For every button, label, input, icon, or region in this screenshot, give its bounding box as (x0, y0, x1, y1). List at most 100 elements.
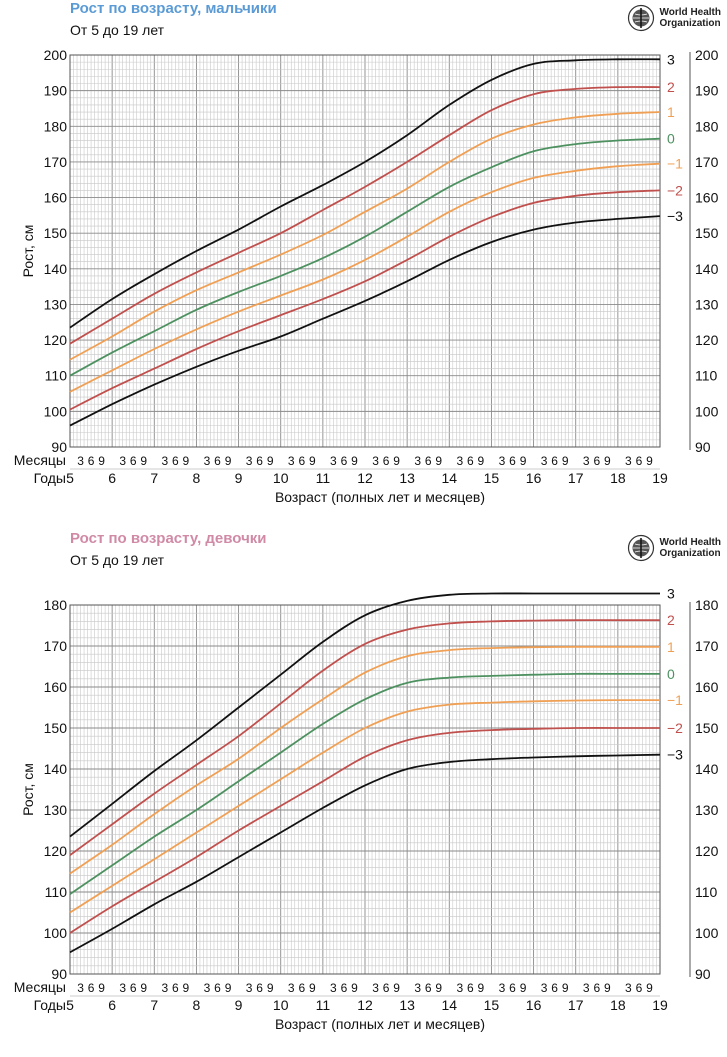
y-tick-label-right: 160 (695, 679, 719, 695)
year-tick-label: 19 (652, 470, 668, 486)
y-tick-label-right: 120 (695, 843, 719, 859)
series-line--3 (69, 215, 661, 427)
month-tick-label: 9 (562, 454, 569, 468)
y-tick-label-right: 120 (695, 332, 719, 348)
month-tick-label: 3 (77, 454, 84, 468)
month-tick-label: 9 (98, 981, 105, 995)
year-tick-label: 18 (610, 997, 626, 1013)
plot-frame (69, 54, 661, 448)
series-label-1: 1 (667, 104, 675, 120)
series-line--1 (69, 162, 661, 393)
month-tick-label: 3 (499, 454, 506, 468)
month-tick-label: 6 (256, 981, 263, 995)
series-label-2: 2 (667, 612, 675, 628)
month-tick-label: 6 (130, 981, 137, 995)
month-tick-label: 6 (130, 454, 137, 468)
year-tick-label: 17 (568, 470, 584, 486)
y-tick-label-right: 110 (695, 368, 718, 384)
year-tick-label: 6 (108, 470, 116, 486)
month-tick-label: 9 (604, 981, 611, 995)
month-tick-label: 3 (204, 981, 211, 995)
month-tick-label: 6 (298, 981, 305, 995)
month-tick-label: 3 (330, 454, 337, 468)
month-tick-label: 6 (636, 981, 643, 995)
y-tick-label-left: 160 (44, 679, 68, 695)
y-tick-label-right: 150 (695, 720, 719, 736)
month-tick-label: 6 (256, 454, 263, 468)
month-tick-label: 6 (172, 981, 179, 995)
month-tick-label: 3 (119, 981, 126, 995)
y-tick-label-left: 140 (44, 261, 68, 277)
month-tick-label: 6 (509, 454, 516, 468)
month-tick-label: 3 (204, 454, 211, 468)
y-tick-label-right: 170 (695, 154, 719, 170)
y-tick-label-right: 100 (695, 925, 719, 941)
month-tick-label: 3 (288, 981, 295, 995)
month-tick-label: 3 (372, 981, 379, 995)
month-tick-label: 3 (583, 981, 590, 995)
x-axis-label: Возраст (полных лет и месяцев) (275, 1016, 485, 1032)
month-tick-label: 9 (140, 454, 147, 468)
month-tick-label: 3 (372, 454, 379, 468)
year-tick-label: 18 (610, 470, 626, 486)
chart-title: Рост по возрасту, девочки (70, 530, 267, 547)
series-label--1: −1 (667, 692, 683, 708)
series-line-3 (69, 58, 661, 329)
series-line--2 (69, 727, 660, 934)
year-tick-label: 14 (441, 997, 457, 1013)
y-tick-label-left: 150 (44, 225, 68, 241)
month-tick-label: 9 (646, 454, 653, 468)
month-tick-label: 9 (351, 454, 358, 468)
year-tick-label: 11 (316, 470, 331, 486)
y-tick-label-right: 140 (695, 761, 719, 777)
y-tick-label-left: 180 (44, 597, 68, 613)
y-tick-label-left: 110 (45, 368, 68, 384)
series-label-3: 3 (667, 51, 675, 67)
girls-chart-panel: Рост по возрасту, девочки От 5 до 19 лет… (0, 530, 727, 1050)
month-tick-label: 9 (393, 981, 400, 995)
series-line-1 (69, 111, 661, 361)
year-tick-label: 5 (66, 997, 74, 1013)
month-tick-label: 9 (98, 454, 105, 468)
series-label-1: 1 (667, 639, 675, 655)
month-tick-label: 9 (183, 454, 190, 468)
series-line-2 (69, 619, 660, 856)
month-tick-label: 3 (161, 454, 168, 468)
y-tick-label-right: 200 (695, 47, 719, 63)
month-tick-label: 9 (478, 454, 485, 468)
y-tick-label-right: 130 (695, 802, 719, 818)
y-tick-label-left: 130 (44, 802, 68, 818)
month-tick-label: 6 (214, 981, 221, 995)
month-tick-label: 9 (604, 454, 611, 468)
y-tick-label-right: 180 (695, 118, 719, 134)
month-tick-label: 6 (467, 454, 474, 468)
year-tick-label: 17 (568, 997, 584, 1013)
month-tick-label: 3 (161, 981, 168, 995)
month-tick-label: 9 (520, 454, 527, 468)
y-axis-label: Рост, см (20, 763, 36, 816)
y-tick-label-left: 130 (44, 296, 68, 312)
series-label--3: −3 (667, 208, 683, 224)
y-tick-label-right: 150 (695, 225, 719, 241)
month-tick-label: 6 (383, 454, 390, 468)
year-tick-label: 7 (150, 997, 158, 1013)
y-tick-label-left: 100 (44, 925, 68, 941)
who-emblem-icon (627, 534, 654, 562)
y-tick-label-left: 110 (45, 884, 68, 900)
who-logo: World Health Organization (627, 4, 721, 32)
month-tick-label: 3 (456, 981, 463, 995)
month-tick-label: 6 (636, 454, 643, 468)
month-tick-label: 9 (183, 981, 190, 995)
who-line1: World Health (659, 7, 721, 18)
year-tick-label: 6 (108, 997, 116, 1013)
series-line--3 (69, 753, 661, 954)
y-tick-label-left: 180 (44, 118, 68, 134)
y-tick-label-right: 90 (695, 439, 711, 455)
month-tick-label: 6 (341, 454, 348, 468)
year-tick-label: 19 (652, 997, 668, 1013)
year-tick-label: 10 (273, 997, 289, 1013)
month-tick-label: 6 (214, 454, 221, 468)
year-tick-label: 16 (526, 470, 542, 486)
years-row-label: Годы (34, 997, 66, 1013)
month-tick-label: 3 (625, 981, 632, 995)
